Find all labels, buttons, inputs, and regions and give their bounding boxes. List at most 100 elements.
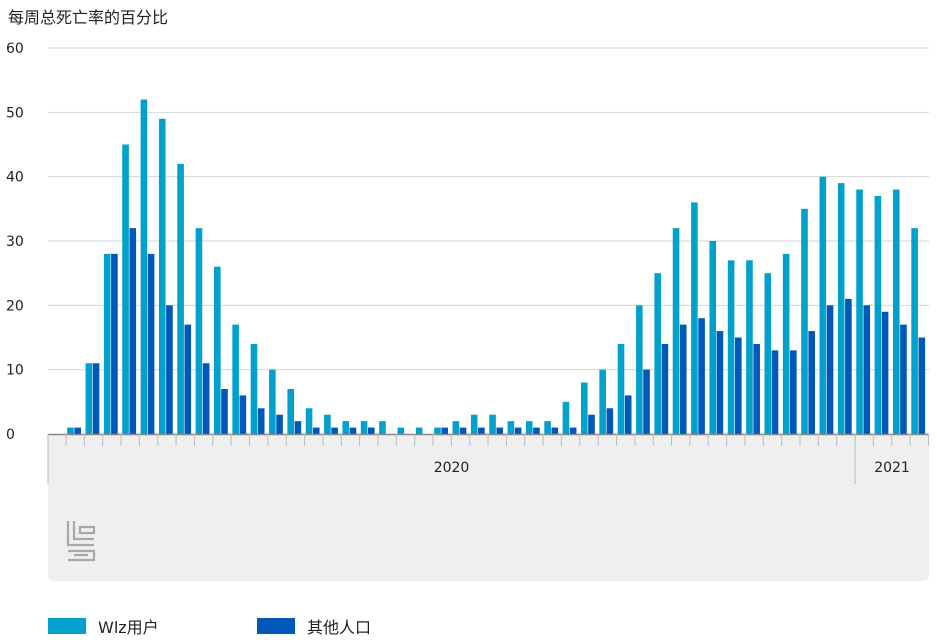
y-tick-label-5: 50 bbox=[6, 105, 24, 121]
bar-s1-18 bbox=[397, 427, 405, 434]
bar-s1-15 bbox=[342, 421, 350, 434]
bar-s1-6 bbox=[177, 163, 184, 435]
bar-s1-16 bbox=[360, 421, 368, 434]
bar-s2-34 bbox=[698, 318, 705, 434]
bar-s2-8 bbox=[221, 388, 228, 434]
bar-s2-5 bbox=[166, 305, 173, 434]
bar-s1-7 bbox=[195, 228, 203, 434]
bar-s2-37 bbox=[753, 343, 760, 434]
bar-s1-20 bbox=[434, 427, 441, 434]
bar-s2-28 bbox=[588, 414, 595, 434]
bar-s2-23 bbox=[496, 427, 504, 434]
bar-s2-41 bbox=[826, 305, 834, 434]
bar-s1-5 bbox=[158, 118, 166, 435]
bar-s1-1 bbox=[85, 363, 93, 434]
y-tick-label-4: 40 bbox=[6, 170, 24, 186]
bar-s2-2 bbox=[111, 253, 118, 434]
bar-s1-17 bbox=[379, 421, 386, 434]
bar-s1-28 bbox=[581, 382, 588, 434]
bar-s1-27 bbox=[562, 401, 570, 434]
bar-s1-12 bbox=[287, 388, 294, 434]
bar-s1-46 bbox=[911, 228, 918, 434]
bar-s2-21 bbox=[459, 427, 467, 434]
bar-s2-10 bbox=[257, 408, 265, 434]
legend-item-series-1: Wlz用户 bbox=[48, 614, 159, 638]
bar-s2-24 bbox=[514, 427, 522, 434]
bar-s1-4 bbox=[140, 99, 148, 434]
bar-s1-40 bbox=[801, 208, 808, 434]
bar-s1-3 bbox=[122, 144, 129, 434]
bar-s2-35 bbox=[716, 331, 724, 434]
y-tick-label-3: 30 bbox=[6, 234, 24, 250]
bar-s2-22 bbox=[478, 427, 485, 434]
bar-s1-22 bbox=[470, 414, 478, 434]
bar-s2-3 bbox=[129, 228, 137, 434]
bar-s2-31 bbox=[643, 369, 650, 434]
bar-s1-36 bbox=[727, 260, 735, 434]
bar-s1-39 bbox=[782, 253, 790, 434]
bar-s1-19 bbox=[415, 427, 423, 434]
bar-s2-46 bbox=[918, 337, 926, 434]
bar-s2-44 bbox=[881, 311, 889, 434]
bar-s1-14 bbox=[324, 414, 331, 434]
bar-s1-11 bbox=[269, 369, 276, 434]
legend-label-series-2: 其他人口 bbox=[307, 618, 372, 637]
bar-s1-13 bbox=[305, 408, 313, 434]
bar-s1-34 bbox=[691, 202, 698, 434]
bar-s1-38 bbox=[764, 273, 772, 434]
year-label-2020: 2020 bbox=[434, 460, 470, 476]
bar-s1-9 bbox=[232, 324, 239, 434]
bar-s2-42 bbox=[845, 298, 852, 434]
bar-s2-13 bbox=[312, 427, 320, 434]
bar-s1-35 bbox=[709, 241, 717, 434]
bar-s1-24 bbox=[507, 421, 515, 434]
bar-s2-43 bbox=[863, 305, 871, 434]
y-tick-label-6: 60 bbox=[6, 41, 24, 57]
logo-icon bbox=[66, 521, 96, 562]
legend-item-series-2: 其他人口 bbox=[257, 614, 371, 638]
bar-s2-16 bbox=[368, 427, 375, 434]
bar-s1-43 bbox=[856, 189, 863, 434]
legend-swatch-series-1 bbox=[48, 618, 86, 634]
bar-s1-25 bbox=[525, 421, 533, 434]
bar-s2-27 bbox=[569, 427, 577, 434]
bar-s2-7 bbox=[202, 363, 210, 434]
bar-s2-11 bbox=[276, 414, 283, 434]
bar-s2-0 bbox=[74, 427, 81, 434]
legend-label-series-1: Wlz用户 bbox=[98, 618, 159, 637]
bar-s2-30 bbox=[624, 395, 632, 434]
bar-s2-12 bbox=[294, 421, 302, 434]
year-label-2021: 2021 bbox=[874, 460, 910, 476]
bar-s2-25 bbox=[533, 427, 540, 434]
bar-s1-37 bbox=[746, 260, 753, 434]
bar-s2-6 bbox=[184, 324, 192, 434]
bar-s1-8 bbox=[214, 266, 221, 434]
bar-s2-32 bbox=[661, 343, 669, 434]
bar-s2-1 bbox=[92, 363, 100, 434]
bar-s1-41 bbox=[819, 176, 827, 435]
x-axis-panel bbox=[48, 435, 929, 581]
bar-s2-36 bbox=[735, 337, 742, 434]
chart-title: 每周总死亡率的百分比 bbox=[8, 8, 169, 27]
bar-s1-21 bbox=[452, 421, 460, 434]
bar-s2-29 bbox=[606, 408, 614, 434]
bar-s1-0 bbox=[67, 427, 74, 434]
bar-s1-32 bbox=[654, 273, 661, 434]
bar-s2-4 bbox=[147, 253, 155, 434]
bar-s2-20 bbox=[441, 427, 448, 434]
bar-s2-39 bbox=[790, 350, 797, 434]
y-tick-label-0: 0 bbox=[6, 427, 15, 443]
bar-s2-26 bbox=[551, 427, 559, 434]
bar-s1-42 bbox=[837, 183, 845, 434]
bar-s1-33 bbox=[672, 228, 680, 434]
bar-s1-44 bbox=[874, 195, 882, 434]
bar-s1-2 bbox=[103, 253, 111, 434]
bar-s2-9 bbox=[239, 395, 247, 434]
bar-s2-15 bbox=[349, 427, 357, 434]
bar-s1-29 bbox=[599, 369, 606, 434]
bar-s2-38 bbox=[771, 350, 779, 434]
y-tick-label-2: 20 bbox=[6, 298, 24, 314]
bar-s1-26 bbox=[544, 421, 551, 434]
